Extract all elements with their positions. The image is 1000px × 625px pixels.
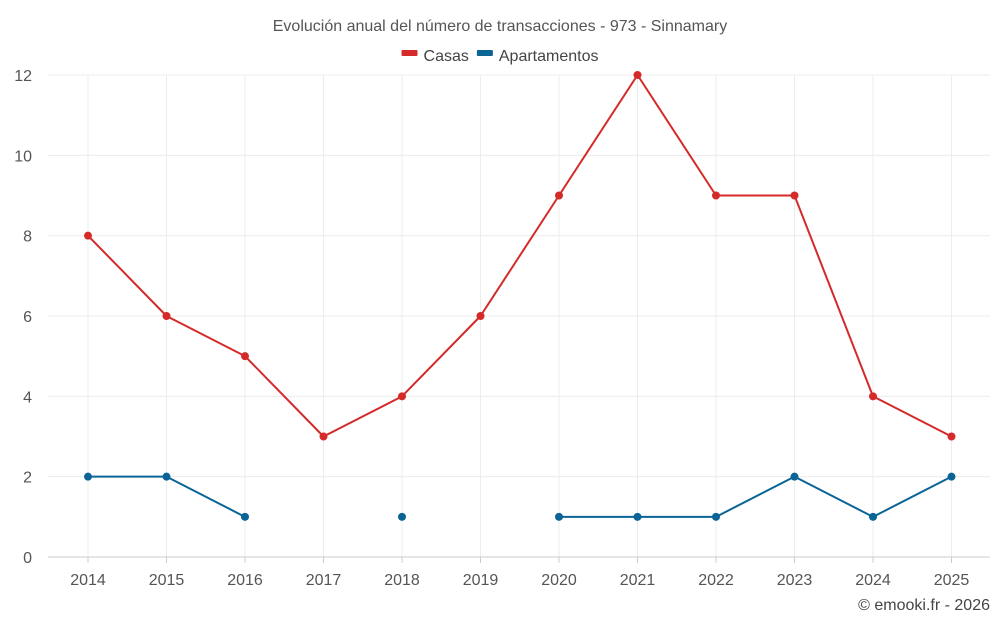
series-line (559, 475, 952, 518)
legend-label: Casas (424, 48, 469, 65)
chart-title: Evolución anual del número de transaccio… (273, 18, 727, 35)
data-point[interactable] (398, 392, 406, 401)
series-line (87, 74, 952, 438)
data-point[interactable] (555, 512, 563, 521)
x-tick-label: 2025 (934, 572, 970, 589)
legend: Casas Apartamentos (401, 48, 599, 65)
series-layer (84, 71, 956, 521)
x-tick-label: 2024 (855, 572, 891, 589)
x-tick-label: 2017 (306, 572, 342, 589)
data-point[interactable] (712, 191, 720, 200)
x-tick-label: 2020 (541, 572, 577, 589)
series-apartamentos (84, 472, 956, 521)
data-point[interactable] (84, 472, 92, 481)
data-point[interactable] (162, 312, 171, 320)
x-axis: 2014 2015 2016 2017 2018 2019 2020 2021 2022 2023… (48, 556, 990, 589)
legend-swatch (401, 50, 418, 56)
y-axis: 0 2 4 6 8 10 12 (14, 68, 32, 567)
data-point[interactable] (869, 512, 877, 521)
x-tick-label: 2016 (227, 572, 263, 589)
data-point[interactable] (633, 512, 642, 521)
data-point[interactable] (241, 352, 249, 361)
y-tick-label: 2 (23, 470, 32, 487)
data-point[interactable] (947, 432, 956, 441)
x-tick-label: 2015 (149, 572, 185, 589)
data-point[interactable] (633, 71, 642, 79)
legend-label: Apartamentos (499, 48, 599, 65)
series-casas (84, 71, 956, 441)
data-point[interactable] (869, 392, 877, 401)
data-point[interactable] (947, 472, 956, 481)
data-point[interactable] (555, 191, 563, 200)
grid (48, 74, 990, 558)
x-tick-label: 2023 (777, 572, 813, 589)
y-tick-label: 6 (23, 309, 32, 326)
y-tick-label: 0 (23, 550, 32, 567)
x-tick-label: 2014 (70, 572, 106, 589)
data-point[interactable] (319, 432, 328, 441)
y-tick-label: 12 (14, 68, 32, 85)
data-point[interactable] (476, 312, 485, 320)
data-point[interactable] (241, 512, 249, 521)
y-tick-label: 4 (23, 389, 32, 406)
data-point[interactable] (162, 472, 171, 481)
x-tick-label: 2019 (463, 572, 499, 589)
y-tick-label: 8 (23, 229, 32, 246)
x-tick-label: 2022 (698, 572, 734, 589)
data-point[interactable] (790, 472, 799, 481)
x-tick-label: 2018 (384, 572, 420, 589)
y-tick-label: 10 (14, 148, 32, 165)
legend-swatch (476, 50, 493, 56)
credit-text: © emooki.fr - 2026 (858, 597, 990, 614)
x-tick-label: 2021 (620, 572, 656, 589)
data-point[interactable] (84, 231, 92, 240)
data-point[interactable] (712, 512, 720, 521)
data-point[interactable] (790, 191, 799, 200)
data-point[interactable] (398, 512, 406, 521)
